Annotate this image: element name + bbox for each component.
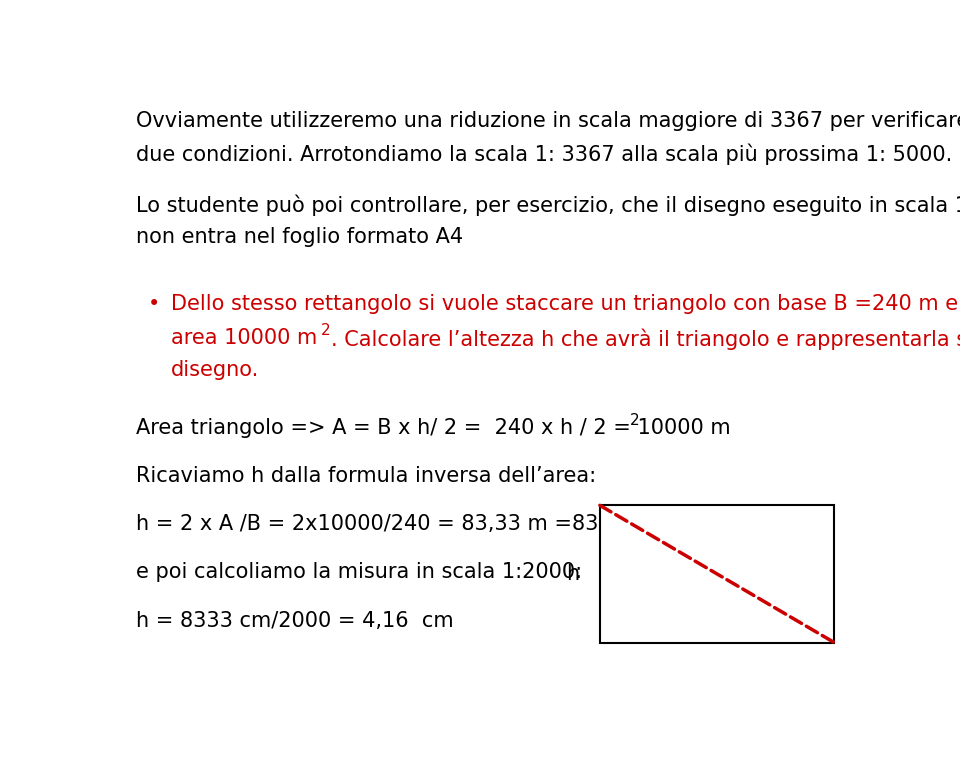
Text: Dello stesso rettangolo si vuole staccare un triangolo con base B =240 m e: Dello stesso rettangolo si vuole staccar… [171,294,958,315]
Text: . Calcolare l’altezza h che avrà il triangolo e rappresentarla sul: . Calcolare l’altezza h che avrà il tria… [330,328,960,349]
Text: Lo studente può poi controllare, per esercizio, che il disegno eseguito in scala: Lo studente può poi controllare, per ese… [136,195,960,216]
Text: 2: 2 [321,324,330,338]
Text: 2: 2 [630,413,639,428]
Text: Ricaviamo h dalla formula inversa dell’area:: Ricaviamo h dalla formula inversa dell’a… [136,466,596,486]
Text: h: h [566,564,580,584]
Text: Ovviamente utilizzeremo una riduzione in scala maggiore di 3367 per verificare l: Ovviamente utilizzeremo una riduzione in… [136,111,960,131]
Text: Area triangolo => A = B x h/ 2 =  240 x h / 2 = 10000 m: Area triangolo => A = B x h/ 2 = 240 x h… [136,418,731,438]
Text: e poi calcoliamo la misura in scala 1:2000:: e poi calcoliamo la misura in scala 1:20… [136,562,583,582]
Bar [600,506,834,643]
Text: area 10000 m: area 10000 m [171,328,317,348]
Text: h = 8333 cm/2000 = 4,16  cm: h = 8333 cm/2000 = 4,16 cm [136,610,454,631]
Text: due condizioni. Arrotondiamo la scala 1: 3367 alla scala più prossima 1: 5000.: due condizioni. Arrotondiamo la scala 1:… [136,143,952,165]
Text: •: • [148,294,160,315]
Text: disegno.: disegno. [171,360,259,381]
Text: h = 2 x A /B = 2x10000/240 = 83,33 m =8333 cm: h = 2 x A /B = 2x10000/240 = 83,33 m =83… [136,514,663,534]
Text: non entra nel foglio formato A4: non entra nel foglio formato A4 [136,227,464,247]
